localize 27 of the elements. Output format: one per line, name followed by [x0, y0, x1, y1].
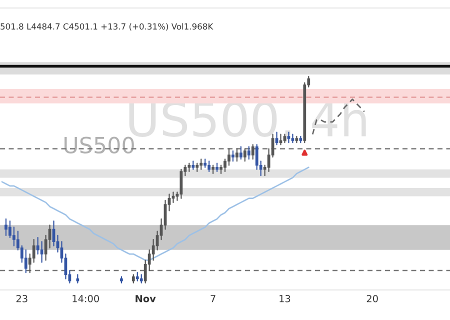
candlestick	[239, 146, 242, 160]
candlestick	[287, 132, 290, 144]
candlestick	[200, 158, 203, 170]
x-tick-label: 20	[366, 294, 378, 302]
candlestick	[8, 220, 12, 238]
candlestick	[224, 158, 226, 172]
candlestick	[232, 150, 234, 162]
candlestick	[32, 239, 36, 263]
x-tick-label: 14:00	[72, 294, 99, 302]
candlestick	[291, 134, 294, 144]
candlestick	[255, 144, 258, 170]
candlestick	[251, 144, 254, 160]
candlestick	[36, 236, 40, 255]
candlestick	[247, 146, 250, 160]
candlestick	[236, 148, 238, 162]
x-tick-label: Nov	[136, 295, 156, 302]
x-tick-label: 7	[210, 295, 216, 302]
candlestick	[12, 226, 16, 246]
candlestick	[208, 160, 211, 172]
candlestick	[243, 148, 246, 162]
chart-title: 501.8 L4484.7 C4501.1 +13.7 (+0.31%) Vol1.968K	[0, 23, 214, 31]
x-tick-label: 13	[280, 294, 290, 302]
candlestick	[24, 249, 28, 274]
x-tick-label: 23	[16, 294, 28, 302]
candlestick	[228, 148, 230, 166]
candlestick	[4, 218, 8, 236]
candlestick	[40, 241, 44, 263]
